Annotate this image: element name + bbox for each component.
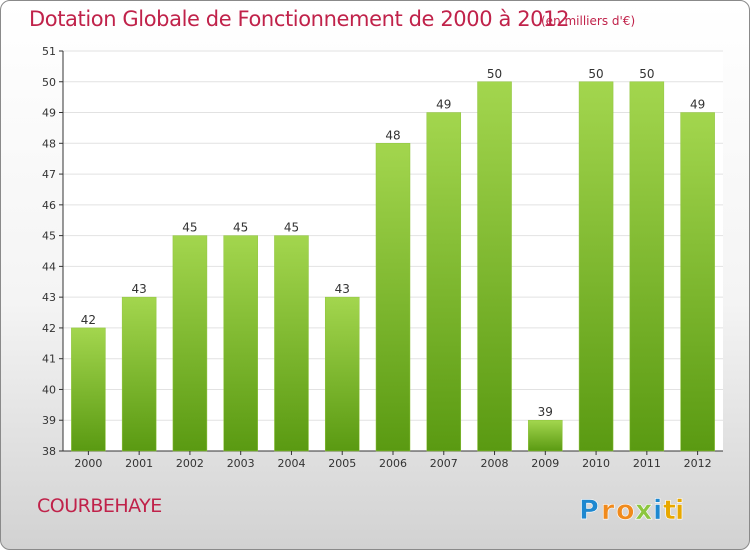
bar-2007 bbox=[426, 112, 462, 452]
bar-2004 bbox=[274, 235, 309, 452]
value-label-2003: 45 bbox=[233, 221, 248, 235]
x-tick-label-2006: 2006 bbox=[379, 457, 407, 470]
value-label-2009: 39 bbox=[538, 405, 553, 419]
logo-letter: P bbox=[579, 495, 599, 526]
bar-2009 bbox=[528, 419, 563, 452]
chart-unit-note: (en milliers d'€) bbox=[541, 14, 636, 28]
bar-2005 bbox=[324, 296, 360, 452]
commune-name: COURBEHAYE bbox=[37, 495, 162, 517]
logo-letter: i bbox=[675, 495, 684, 526]
logo-letter: x bbox=[635, 495, 652, 526]
value-label-2001: 43 bbox=[132, 282, 147, 296]
x-tick-label-2010: 2010 bbox=[582, 457, 610, 470]
chart-title: Dotation Globale de Fonctionnement de 20… bbox=[29, 7, 570, 31]
bar-2008 bbox=[477, 81, 512, 452]
y-tick-label: 46 bbox=[42, 199, 56, 212]
y-tick-label: 43 bbox=[42, 291, 56, 304]
x-tick-label-2011: 2011 bbox=[633, 457, 661, 470]
x-tick-label-2007: 2007 bbox=[430, 457, 458, 470]
value-label-2011: 50 bbox=[639, 67, 654, 81]
x-tick-label-2000: 2000 bbox=[74, 457, 102, 470]
x-tick-label-2009: 2009 bbox=[531, 457, 559, 470]
value-label-2006: 48 bbox=[385, 128, 400, 142]
logo-letter: t bbox=[663, 495, 676, 526]
bar-2012 bbox=[680, 112, 715, 452]
y-tick-label: 40 bbox=[42, 383, 56, 396]
value-label-2008: 50 bbox=[487, 67, 502, 81]
y-tick-label: 38 bbox=[42, 445, 56, 458]
value-label-2000: 42 bbox=[81, 313, 96, 327]
x-tick-label-2012: 2012 bbox=[684, 457, 712, 470]
x-tick-label-2008: 2008 bbox=[481, 457, 509, 470]
x-tick-label-2004: 2004 bbox=[277, 457, 305, 470]
logo-letter: o bbox=[616, 495, 635, 526]
y-tick-label: 41 bbox=[42, 353, 56, 366]
y-tick-label: 45 bbox=[42, 230, 56, 243]
logo-letter: i bbox=[653, 495, 662, 526]
bar-2011 bbox=[629, 81, 665, 452]
value-label-2012: 49 bbox=[690, 98, 705, 112]
bar-2006 bbox=[375, 143, 411, 452]
y-tick-label: 50 bbox=[42, 76, 56, 89]
bar-2003 bbox=[223, 235, 258, 452]
bar-2002 bbox=[172, 235, 208, 452]
y-tick-label: 49 bbox=[42, 107, 56, 120]
x-tick-label-2001: 2001 bbox=[125, 457, 153, 470]
x-tick-label-2002: 2002 bbox=[176, 457, 204, 470]
value-label-2004: 45 bbox=[284, 221, 299, 235]
y-tick-label: 51 bbox=[42, 45, 56, 58]
x-tick-label-2005: 2005 bbox=[328, 457, 356, 470]
bar-2000 bbox=[71, 327, 106, 452]
bar-chart: 38 39 40 41 42 43 44 45 46 47 48 49 50 51 42 2000 43 2001… bbox=[42, 45, 723, 470]
x-tick-label-2003: 2003 bbox=[227, 457, 255, 470]
logo-letter: r bbox=[601, 495, 615, 526]
y-tick-label: 47 bbox=[42, 168, 56, 181]
y-tick-label: 44 bbox=[42, 260, 56, 273]
y-tick-label: 48 bbox=[42, 137, 56, 150]
bar-2010 bbox=[578, 81, 614, 452]
value-label-2007: 49 bbox=[436, 98, 451, 112]
y-tick-label: 39 bbox=[42, 414, 56, 427]
bar-2001 bbox=[121, 296, 157, 452]
value-label-2002: 45 bbox=[182, 221, 197, 235]
value-label-2005: 43 bbox=[335, 282, 350, 296]
y-tick-label: 42 bbox=[42, 322, 56, 335]
value-label-2010: 50 bbox=[588, 67, 603, 81]
